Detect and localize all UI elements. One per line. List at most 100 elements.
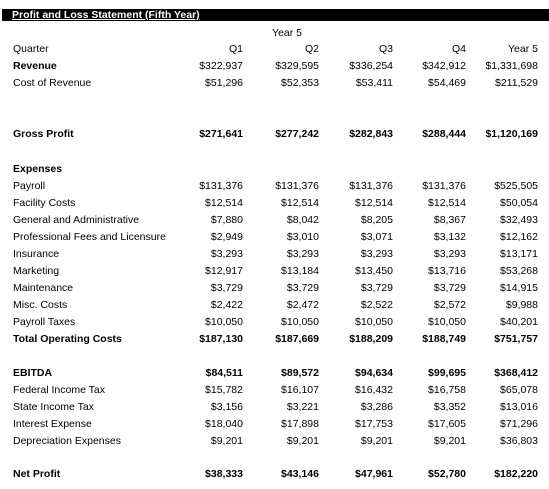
row-general-admin: General and Administrative $7,880 $8,042 $8… [0, 212, 549, 228]
row-cost-of-revenue: Cost of Revenue $51,296 $52,353 $53,411 $54,… [0, 75, 549, 91]
row-label: Misc. Costs [13, 299, 68, 311]
row-value-q2: $89,572 [281, 367, 319, 379]
row-revenue: Revenue $322,937 $329,595 $336,254 $342,912 $… [0, 58, 549, 74]
row-value-q3: $12,514 [355, 197, 393, 209]
column-header-q1: Q1 [228, 43, 243, 55]
row-value-year5: $36,803 [500, 435, 538, 447]
row-value-q2: $3,293 [286, 248, 319, 260]
row-value-year5: $13,016 [500, 401, 538, 413]
row-depreciation-expenses: Depreciation Expenses $9,201 $9,201 $9,201 $… [0, 433, 549, 449]
row-value-year5: $65,078 [500, 384, 538, 396]
row-value-q1: $10,050 [205, 316, 243, 328]
row-value-q2: $17,898 [281, 418, 319, 430]
row-value-q2: $9,201 [286, 435, 319, 447]
row-value-q2: $13,184 [281, 265, 319, 277]
row-value-q3: $3,293 [360, 248, 393, 260]
row-value-year5: $368,412 [494, 367, 538, 379]
row-value-q2: $187,669 [275, 333, 319, 345]
row-label: Expenses [13, 163, 63, 175]
row-value-year5: $12,162 [500, 231, 538, 243]
row-value-q4: $188,749 [422, 333, 466, 345]
row-value-q2: $277,242 [275, 128, 319, 140]
row-value-year5: $1,120,169 [485, 128, 538, 140]
row-label: Revenue [13, 60, 57, 72]
row-federal-income-tax: Federal Income Tax $15,782 $16,107 $16,432 $… [0, 382, 549, 398]
row-label: Facility Costs [13, 197, 76, 209]
year-header-row: Year 5 [0, 25, 549, 41]
row-value-q2: $10,050 [281, 316, 319, 328]
row-value-year5: $13,171 [500, 248, 538, 260]
row-value-q1: $3,156 [210, 401, 243, 413]
row-value-year5: $40,201 [500, 316, 538, 328]
row-professional-fees: Professional Fees and Licensure $2,949 $3,… [0, 229, 549, 245]
row-value-q4: $342,912 [422, 60, 466, 72]
row-value-q1: $271,641 [199, 128, 243, 140]
row-net-profit: Net Profit $38,333 $43,146 $47,961 $52,780 $1… [0, 466, 549, 482]
row-value-q4: $17,605 [428, 418, 466, 430]
row-value-q3: $3,729 [360, 282, 393, 294]
column-header-row: Quarter Q1 Q2 Q3 Q4 Year 5 [0, 41, 549, 57]
row-value-q3: $131,376 [349, 180, 393, 192]
row-interest-expense: Interest Expense $18,040 $17,898 $17,753 $17… [0, 416, 549, 432]
row-label: Marketing [13, 265, 60, 277]
row-value-q1: $2,422 [210, 299, 243, 311]
statement-title: Profit and Loss Statement (Fifth Year) [2, 9, 549, 21]
row-value-q1: $3,729 [210, 282, 243, 294]
row-value-year5: $525,505 [494, 180, 538, 192]
row-label: Payroll Taxes [13, 316, 76, 328]
row-value-q2: $8,042 [286, 214, 319, 226]
row-value-q1: $84,511 [205, 367, 243, 379]
row-value-q3: $8,205 [360, 214, 393, 226]
row-value-q3: $2,522 [360, 299, 393, 311]
row-value-q3: $282,843 [349, 128, 393, 140]
row-expenses-heading: Expenses [0, 161, 549, 177]
row-label: Gross Profit [13, 128, 74, 140]
row-label: Cost of Revenue [13, 77, 92, 89]
row-value-q4: $8,367 [433, 214, 466, 226]
row-value-q1: $131,376 [199, 180, 243, 192]
row-value-q3: $13,450 [355, 265, 393, 277]
row-value-q3: $10,050 [355, 316, 393, 328]
row-value-year5: $14,915 [500, 282, 538, 294]
row-value-q4: $3,293 [433, 248, 466, 260]
row-value-q3: $47,961 [355, 468, 393, 480]
row-value-q4: $2,572 [433, 299, 466, 311]
row-label: Interest Expense [13, 418, 92, 430]
row-value-q1: $18,040 [205, 418, 243, 430]
column-header-q3: Q3 [378, 43, 393, 55]
row-value-q2: $2,472 [286, 299, 319, 311]
row-value-year5: $32,493 [500, 214, 538, 226]
row-value-year5: $211,529 [494, 77, 538, 89]
row-value-q3: $3,071 [360, 231, 393, 243]
row-value-q4: $99,695 [428, 367, 466, 379]
row-value-q3: $3,286 [360, 401, 393, 413]
row-label: Professional Fees and Licensure [13, 231, 166, 243]
row-value-year5: $71,296 [500, 418, 538, 430]
row-value-year5: $53,268 [500, 265, 538, 277]
row-value-q3: $53,411 [355, 77, 393, 89]
row-value-q1: $9,201 [210, 435, 243, 447]
row-value-q2: $131,376 [275, 180, 319, 192]
row-marketing: Marketing $12,917 $13,184 $13,450 $13,716 $53… [0, 263, 549, 279]
row-value-q1: $2,949 [210, 231, 243, 243]
row-value-q4: $52,780 [428, 468, 466, 480]
row-value-q1: $3,293 [210, 248, 243, 260]
row-label: Maintenance [13, 282, 74, 294]
row-label: Net Profit [13, 468, 61, 480]
row-value-q4: $3,729 [433, 282, 466, 294]
row-value-q4: $54,469 [428, 77, 466, 89]
row-value-q1: $51,296 [205, 77, 243, 89]
column-header-q2: Q2 [304, 43, 319, 55]
row-value-q3: $188,209 [349, 333, 393, 345]
row-value-q1: $12,917 [205, 265, 243, 277]
row-value-q3: $9,201 [360, 435, 393, 447]
row-value-q1: $38,333 [205, 468, 243, 480]
row-value-year5: $50,054 [500, 197, 538, 209]
row-value-q1: $7,880 [210, 214, 243, 226]
row-value-q2: $3,729 [286, 282, 319, 294]
row-value-q3: $94,634 [355, 367, 393, 379]
column-header-q4: Q4 [451, 43, 466, 55]
row-value-q2: $52,353 [281, 77, 319, 89]
row-maintenance: Maintenance $3,729 $3,729 $3,729 $3,729 $14,9… [0, 280, 549, 296]
row-value-q4: $3,132 [433, 231, 466, 243]
